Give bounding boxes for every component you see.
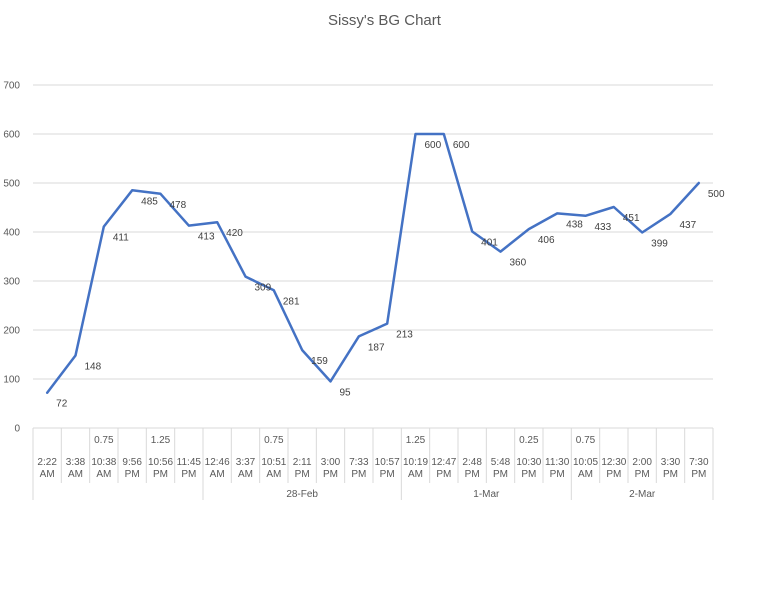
time-label: 3:30 bbox=[661, 457, 681, 468]
ampm-label: AM bbox=[266, 469, 281, 480]
date-group-label: 1-Mar bbox=[473, 489, 500, 500]
time-label: 7:33 bbox=[349, 457, 369, 468]
data-label: 451 bbox=[623, 213, 640, 224]
time-label: 10:51 bbox=[261, 457, 286, 468]
time-label: 10:19 bbox=[403, 457, 428, 468]
data-label: 399 bbox=[651, 238, 668, 249]
y-tick-label: 200 bbox=[3, 326, 20, 337]
ampm-label: AM bbox=[40, 469, 55, 480]
time-label: 2:22 bbox=[37, 457, 57, 468]
ampm-label: PM bbox=[323, 469, 338, 480]
time-label: 2:00 bbox=[632, 457, 652, 468]
ampm-label: AM bbox=[68, 469, 83, 480]
data-label: 600 bbox=[453, 140, 470, 151]
time-label: 10:30 bbox=[516, 457, 541, 468]
ampm-label: PM bbox=[436, 469, 451, 480]
time-label: 12:46 bbox=[205, 457, 230, 468]
y-tick-label: 500 bbox=[3, 179, 20, 190]
ampm-label: PM bbox=[663, 469, 678, 480]
data-label: 148 bbox=[85, 361, 102, 372]
time-label: 3:37 bbox=[236, 457, 256, 468]
y-tick-label: 700 bbox=[3, 81, 20, 92]
ampm-label: PM bbox=[351, 469, 366, 480]
y-tick-label: 600 bbox=[3, 130, 20, 141]
dose-label: 0.75 bbox=[94, 435, 114, 446]
time-label: 7:30 bbox=[689, 457, 709, 468]
chart-title: Sissy's BG Chart bbox=[328, 12, 442, 29]
date-group-label: 28-Feb bbox=[286, 489, 318, 500]
time-label: 10:38 bbox=[91, 457, 116, 468]
ampm-label: PM bbox=[380, 469, 395, 480]
series-line bbox=[45, 132, 701, 394]
time-label: 3:38 bbox=[66, 457, 86, 468]
data-label: 401 bbox=[481, 238, 498, 249]
data-label: 433 bbox=[595, 222, 612, 233]
ampm-label: AM bbox=[210, 469, 225, 480]
data-label: 420 bbox=[226, 228, 243, 239]
data-label: 360 bbox=[510, 258, 527, 269]
data-label: 281 bbox=[283, 296, 300, 307]
time-label: 11:45 bbox=[177, 457, 202, 468]
data-label: 600 bbox=[425, 140, 442, 151]
ampm-label: PM bbox=[550, 469, 565, 480]
time-label: 10:57 bbox=[375, 457, 400, 468]
time-label: 10:56 bbox=[148, 457, 173, 468]
data-label: 95 bbox=[340, 387, 352, 398]
ampm-label: PM bbox=[153, 469, 168, 480]
y-axis-ticks: 0 100 200 300 400 500 600 700 bbox=[3, 81, 20, 435]
y-tick-label: 300 bbox=[3, 277, 20, 288]
data-label: 478 bbox=[170, 200, 187, 211]
x-axis: 2:22AM3:38AM0.7510:38AM9:56PM1.2510:56PM… bbox=[32, 428, 714, 500]
ampm-label: PM bbox=[606, 469, 621, 480]
data-label: 500 bbox=[708, 189, 725, 200]
data-label: 213 bbox=[396, 330, 413, 341]
data-label: 406 bbox=[538, 235, 555, 246]
ampm-label: AM bbox=[238, 469, 253, 480]
time-label: 2:48 bbox=[462, 457, 482, 468]
time-label: 3:00 bbox=[321, 457, 341, 468]
y-tick-label: 0 bbox=[14, 424, 20, 435]
data-label: 438 bbox=[566, 219, 583, 230]
ampm-label: AM bbox=[408, 469, 423, 480]
y-tick-label: 400 bbox=[3, 228, 20, 239]
ampm-label: PM bbox=[521, 469, 536, 480]
ampm-label: PM bbox=[295, 469, 310, 480]
time-label: 9:56 bbox=[122, 457, 142, 468]
data-label: 309 bbox=[255, 283, 272, 294]
time-label: 2:11 bbox=[293, 457, 312, 468]
data-label: 485 bbox=[141, 196, 158, 207]
ampm-label: PM bbox=[691, 469, 706, 480]
ampm-label: PM bbox=[493, 469, 508, 480]
time-label: 10:05 bbox=[573, 457, 598, 468]
ampm-label: AM bbox=[578, 469, 593, 480]
ampm-label: AM bbox=[96, 469, 111, 480]
dose-label: 1.25 bbox=[151, 435, 171, 446]
time-label: 11:30 bbox=[545, 457, 570, 468]
time-label: 12:30 bbox=[601, 457, 626, 468]
data-label: 413 bbox=[198, 232, 215, 243]
dose-label: 0.75 bbox=[264, 435, 284, 446]
ampm-label: PM bbox=[125, 469, 140, 480]
data-label: 437 bbox=[680, 220, 697, 231]
dose-label: 0.25 bbox=[519, 435, 539, 446]
series-bg bbox=[45, 132, 701, 394]
time-label: 5:48 bbox=[491, 457, 511, 468]
y-tick-label: 100 bbox=[3, 375, 20, 386]
ampm-label: PM bbox=[635, 469, 650, 480]
data-label: 411 bbox=[113, 233, 129, 244]
dose-label: 0.75 bbox=[576, 435, 596, 446]
data-labels: 72 148 411 485 478 413 420 309 281 159 95 187 213 600… bbox=[56, 140, 725, 410]
ampm-label: PM bbox=[465, 469, 480, 480]
time-label: 12:47 bbox=[431, 457, 456, 468]
gridlines bbox=[33, 84, 713, 429]
data-label: 72 bbox=[56, 399, 68, 410]
dose-label: 1.25 bbox=[406, 435, 426, 446]
data-label: 187 bbox=[368, 342, 385, 353]
ampm-label: PM bbox=[181, 469, 196, 480]
date-group-label: 2-Mar bbox=[629, 489, 656, 500]
data-label: 159 bbox=[311, 356, 328, 367]
